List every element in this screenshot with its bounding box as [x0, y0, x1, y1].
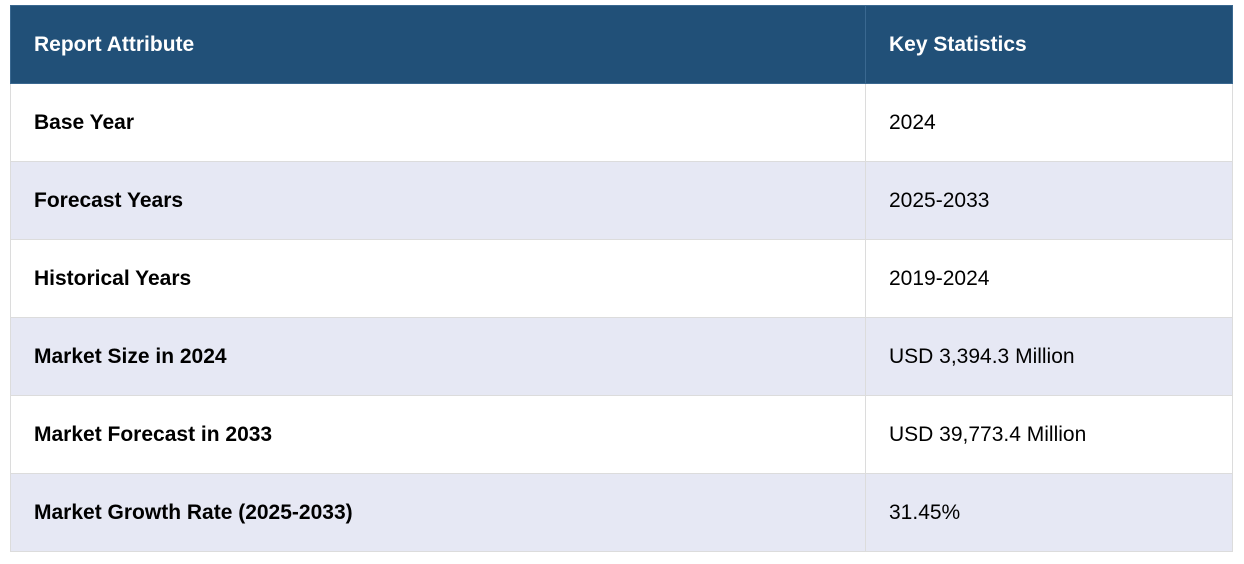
statistic-cell: USD 3,394.3 Million — [865, 317, 1233, 396]
table-row: Market Forecast in 2033 USD 39,773.4 Mil… — [10, 395, 1233, 474]
column-header-key-statistics: Key Statistics — [865, 5, 1233, 84]
attribute-cell: Base Year — [10, 83, 866, 162]
statistic-cell: 31.45% — [865, 473, 1233, 552]
table-row: Market Growth Rate (2025-2033) 31.45% — [10, 473, 1233, 552]
statistic-cell: 2024 — [865, 83, 1233, 162]
statistic-cell: 2019-2024 — [865, 239, 1233, 318]
statistic-cell: 2025-2033 — [865, 161, 1233, 240]
table-body: Base Year 2024 Forecast Years 2025-2033 … — [10, 83, 1233, 552]
header-row: Report Attribute Key Statistics — [10, 5, 1233, 84]
attribute-cell: Historical Years — [10, 239, 866, 318]
table-row: Forecast Years 2025-2033 — [10, 161, 1233, 240]
attribute-cell: Forecast Years — [10, 161, 866, 240]
report-attributes-table: Report Attribute Key Statistics Base Yea… — [10, 5, 1233, 552]
attribute-cell: Market Growth Rate (2025-2033) — [10, 473, 866, 552]
table-row: Market Size in 2024 USD 3,394.3 Million — [10, 317, 1233, 396]
attribute-cell: Market Size in 2024 — [10, 317, 866, 396]
column-header-report-attribute: Report Attribute — [10, 5, 866, 84]
table-row: Base Year 2024 — [10, 83, 1233, 162]
attribute-cell: Market Forecast in 2033 — [10, 395, 866, 474]
statistic-cell: USD 39,773.4 Million — [865, 395, 1233, 474]
report-table-container: Report Attribute Key Statistics Base Yea… — [10, 5, 1233, 552]
table-row: Historical Years 2019-2024 — [10, 239, 1233, 318]
table-header: Report Attribute Key Statistics — [10, 5, 1233, 84]
